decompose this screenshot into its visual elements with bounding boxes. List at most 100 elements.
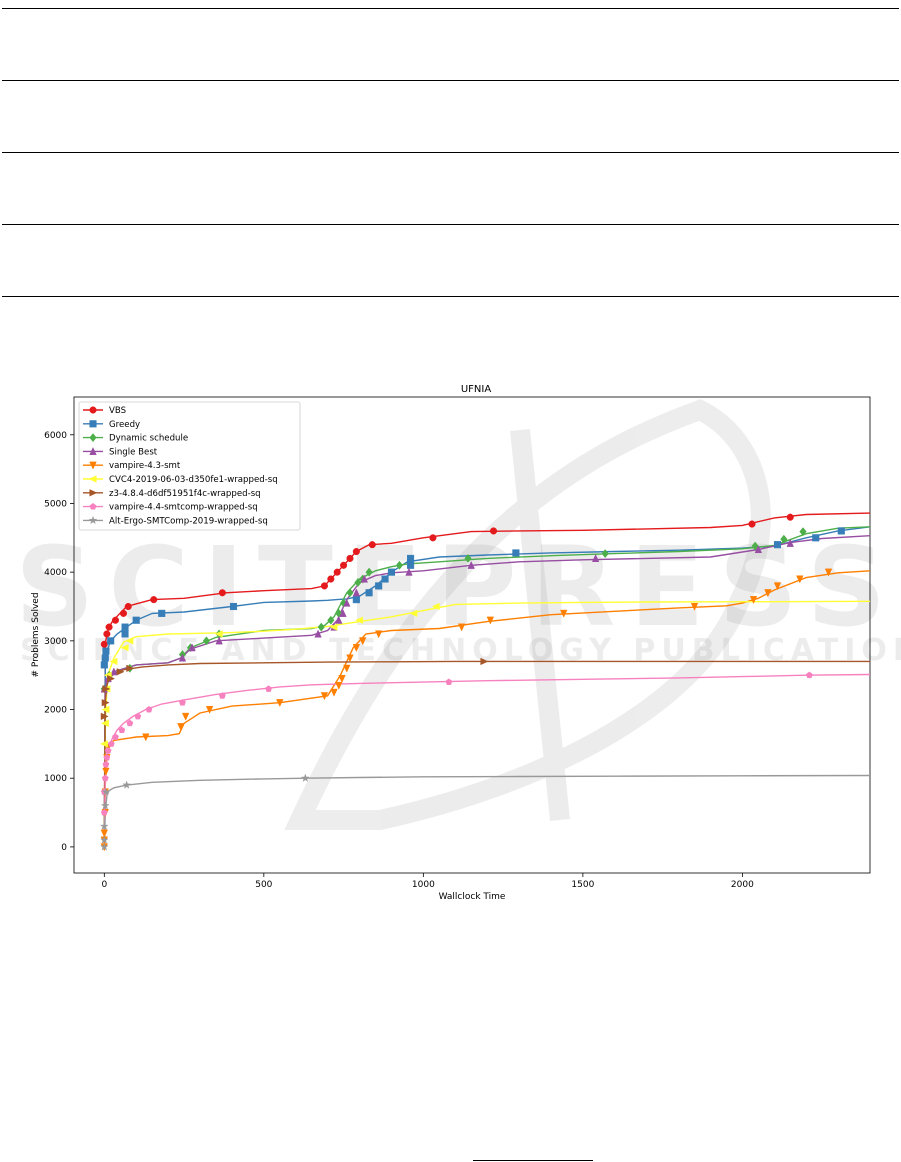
marker-vampire-4-4-smtcomp-wrapped-sq xyxy=(100,808,108,816)
marker-greedy xyxy=(365,589,373,597)
marker-greedy xyxy=(375,582,383,590)
y-tick-label: 6000 xyxy=(44,431,67,441)
y-tick-label: 2000 xyxy=(44,706,67,716)
marker-greedy xyxy=(107,637,115,645)
footnote-rule xyxy=(473,1160,593,1161)
marker-vampire-4-3-smt xyxy=(764,589,772,598)
marker-greedy xyxy=(512,549,520,557)
legend-marker xyxy=(89,433,97,443)
marker-cvc4-2019-06-03-d350fe1-wrapped-sq xyxy=(355,616,364,624)
marker-vampire-4-4-smtcomp-wrapped-sq xyxy=(134,712,142,720)
marker-vbs xyxy=(100,640,108,648)
marker-greedy xyxy=(101,654,109,662)
marker-single-best xyxy=(188,643,196,652)
series-line-vbs xyxy=(103,512,871,847)
legend-label: Single Best xyxy=(109,447,158,457)
marker-vampire-4-3-smt xyxy=(330,688,338,697)
marker-vampire-4-3-smt xyxy=(343,664,351,673)
axes: 0 500 1000 1500 2000 0 1000 2000 3000 4000 5000 600… xyxy=(44,431,754,890)
marker-vbs xyxy=(346,554,354,562)
marker-vbs xyxy=(489,527,498,535)
marker-alt-ergo-smtcomp-2019-wrapped-sq xyxy=(99,821,109,831)
series-line-alt-ergo-smtcomp-2019-wrapped-sq xyxy=(103,774,871,847)
marker-greedy xyxy=(100,661,108,669)
marker-alt-ergo-smtcomp-2019-wrapped-sq xyxy=(99,842,109,851)
marker-greedy xyxy=(158,609,166,617)
marker-greedy xyxy=(381,575,389,583)
series-line-vampire-4-3-smt xyxy=(103,570,871,847)
marker-vampire-4-4-smtcomp-wrapped-sq xyxy=(179,699,186,706)
marker-z3-4-8-4-d6df51951f4c-wrapped-sq xyxy=(126,664,135,673)
marker-cvc4-2019-06-03-d350fe1-wrapped-sq xyxy=(109,657,118,666)
series-lines xyxy=(103,512,871,847)
marker-vampire-4-3-smt xyxy=(142,733,150,742)
table-rule-4 xyxy=(2,296,899,297)
marker-vbs xyxy=(119,609,128,617)
series-line-vampire-4-4-smtcomp-wrapped-sq xyxy=(103,673,871,847)
legend-marker xyxy=(89,406,97,414)
y-tick-label: 4000 xyxy=(44,568,67,578)
marker-cvc4-2019-06-03-d350fe1-wrapped-sq xyxy=(101,705,110,714)
legend-box xyxy=(78,401,301,531)
marker-greedy xyxy=(102,647,110,655)
marker-single-best xyxy=(335,615,343,624)
marker-vampire-4-4-smtcomp-wrapped-sq xyxy=(107,740,115,747)
legend-marker xyxy=(88,475,97,483)
marker-vbs xyxy=(103,630,111,638)
x-axis-label: Wallclock Time xyxy=(439,892,506,902)
marker-vampire-4-4-smtcomp-wrapped-sq xyxy=(145,705,153,713)
top-rule-1 xyxy=(2,8,899,9)
marker-cvc4-2019-06-03-d350fe1-wrapped-sq xyxy=(214,630,223,638)
marker-greedy xyxy=(407,561,415,569)
marker-vbs xyxy=(748,520,756,528)
table-rule-2 xyxy=(2,152,899,153)
marker-single-best xyxy=(754,545,763,554)
marker-dynamic-schedule xyxy=(464,553,472,563)
marker-greedy xyxy=(121,623,129,631)
legend-label: Greedy xyxy=(109,420,140,430)
x-tick-label: 1500 xyxy=(571,880,594,890)
marker-vampire-4-3-smt xyxy=(486,616,495,625)
marker-alt-ergo-smtcomp-2019-wrapped-sq xyxy=(300,773,310,783)
marker-dynamic-schedule xyxy=(751,541,759,551)
legend-marker xyxy=(89,420,97,428)
x-tick-label: 2000 xyxy=(731,880,754,890)
marker-vampire-4-4-smtcomp-wrapped-sq xyxy=(102,760,110,768)
marker-z3-4-8-4-d6df51951f4c-wrapped-sq xyxy=(107,674,116,683)
marker-alt-ergo-smtcomp-2019-wrapped-sq xyxy=(101,787,111,796)
marker-single-best xyxy=(360,574,369,583)
marker-vampire-4-3-smt xyxy=(796,575,804,584)
marker-vbs xyxy=(352,547,360,556)
marker-cvc4-2019-06-03-d350fe1-wrapped-sq xyxy=(329,623,338,631)
marker-vampire-4-3-smt xyxy=(560,609,568,618)
plot-frame xyxy=(73,396,871,874)
marker-alt-ergo-smtcomp-2019-wrapped-sq xyxy=(100,800,110,810)
marker-vampire-4-3-smt xyxy=(374,630,383,639)
marker-vbs xyxy=(320,582,328,590)
marker-z3-4-8-4-d6df51951f4c-wrapped-sq xyxy=(100,712,109,721)
marker-dynamic-schedule xyxy=(346,588,354,598)
series-line-greedy xyxy=(103,526,871,847)
marker-cvc4-2019-06-03-d350fe1-wrapped-sq xyxy=(99,740,108,748)
marker-greedy xyxy=(121,630,129,638)
marker-vampire-4-3-smt xyxy=(346,654,354,663)
legend-label: Alt-Ergo-SMTComp-2019-wrapped-sq xyxy=(109,516,268,526)
marker-vampire-4-3-smt xyxy=(205,705,214,714)
y-tick-label: 0 xyxy=(61,843,67,853)
x-tick-label: 1000 xyxy=(412,880,435,890)
table-rule-1 xyxy=(2,80,899,81)
marker-vbs xyxy=(786,513,794,521)
marker-vbs xyxy=(333,568,341,576)
marker-vbs xyxy=(218,589,226,597)
marker-vampire-4-4-smtcomp-wrapped-sq xyxy=(118,726,126,734)
marker-greedy xyxy=(387,568,395,576)
marker-z3-4-8-4-d6df51951f4c-wrapped-sq xyxy=(480,657,489,666)
marker-vampire-4-3-smt xyxy=(352,644,361,653)
y-tick-label: 5000 xyxy=(44,499,67,509)
marker-dynamic-schedule xyxy=(354,577,362,587)
marker-single-best xyxy=(343,598,351,607)
marker-single-best xyxy=(467,560,475,569)
legend-label: VBS xyxy=(109,406,126,416)
series-line-single-best xyxy=(103,535,871,847)
legend: VBS Greedy Dynamic schedule Single Best vamp… xyxy=(78,401,301,531)
